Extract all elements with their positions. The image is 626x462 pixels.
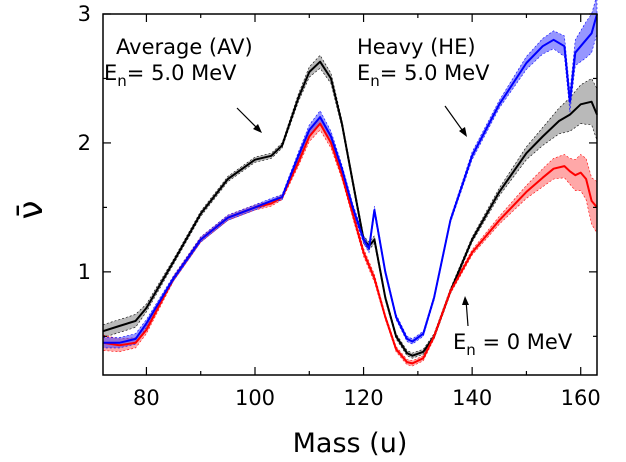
x-tick-label: 100 (235, 386, 275, 410)
annotation-zero-arrowhead (462, 296, 469, 305)
tick-labels: 80 100 120 140 160 1 2 3 (78, 2, 601, 410)
series-line-0 (102, 60, 598, 357)
x-tick-label: 140 (452, 386, 492, 410)
annotation-average-line2: En= 5.0 MeV (104, 61, 237, 90)
y-tick-label: 2 (78, 131, 91, 155)
annotation-average: Average (AV) En= 5.0 MeV (104, 35, 262, 133)
annotation-zero-line: En = 0 MeV (453, 330, 573, 359)
series-line-1 (103, 13, 598, 344)
annotation-zero: En = 0 MeV (453, 296, 573, 359)
annotation-heavy-line1: Heavy (HE) (357, 35, 476, 59)
annotation-heavy-line2: En= 5.0 MeV (357, 61, 490, 90)
x-axis-title: Mass (u) (293, 428, 408, 459)
x-tick-label: 120 (344, 386, 384, 410)
annotation-heavy: Heavy (HE) En= 5.0 MeV (357, 35, 490, 137)
annotation-average-line1: Average (AV) (116, 35, 253, 59)
x-tick-label: 160 (561, 386, 601, 410)
y-tick-label: 3 (78, 2, 91, 26)
annotation-average-arrowhead (253, 124, 262, 133)
annotation-heavy-arrowhead (459, 127, 467, 137)
x-tick-label: 80 (133, 386, 160, 410)
plot-frame (102, 13, 598, 376)
y-tick-label: 1 (78, 260, 91, 284)
series-lines (102, 13, 598, 365)
y-axis-title: ν̄ (11, 201, 51, 220)
error-band-0 (102, 54, 598, 359)
